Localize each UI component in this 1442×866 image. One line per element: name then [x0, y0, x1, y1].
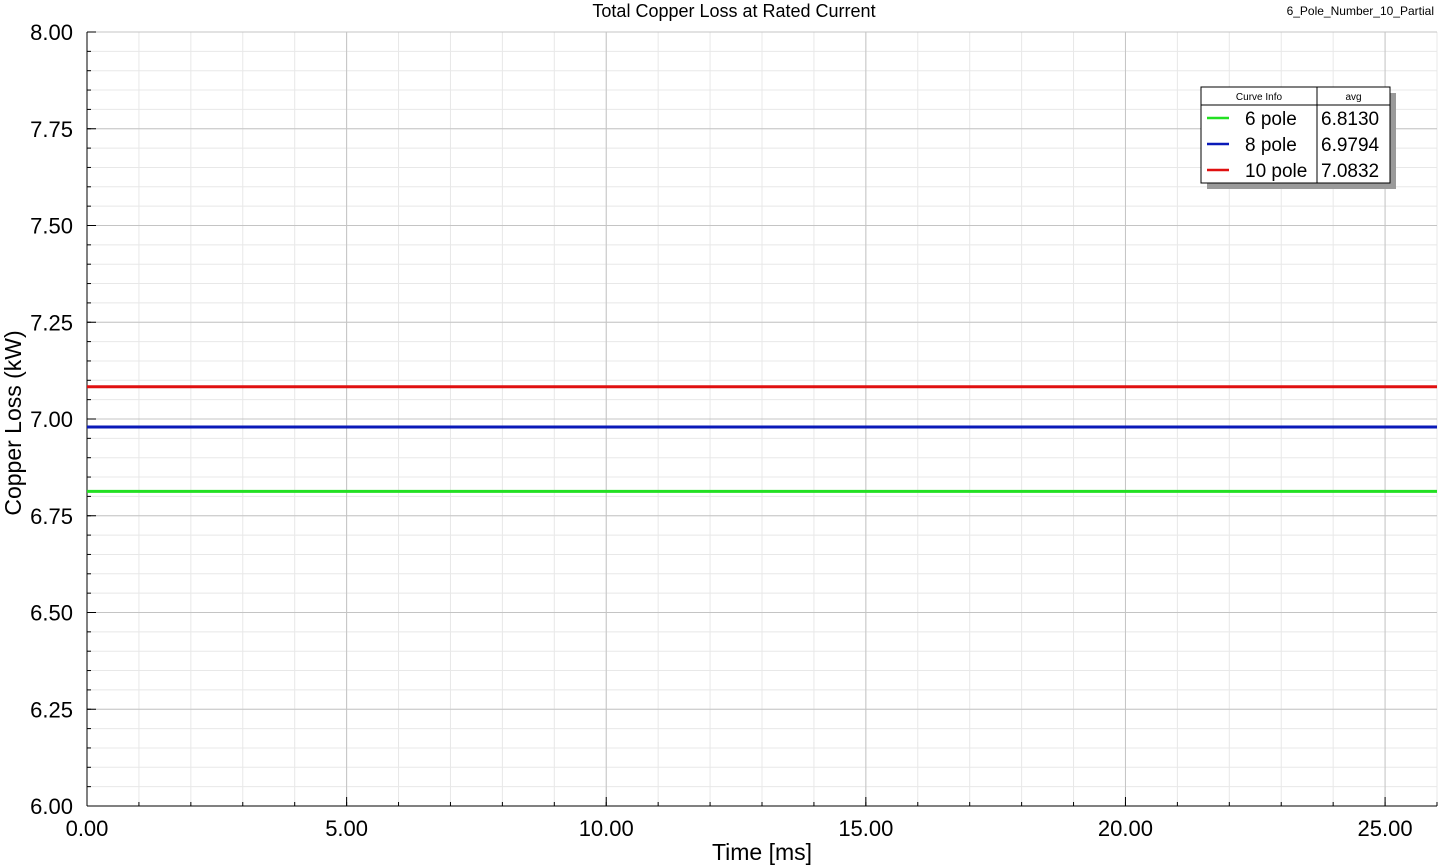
- y-tick-label: 7.00: [30, 407, 73, 432]
- y-tick-label: 6.75: [30, 504, 73, 529]
- x-tick-label: 0.00: [66, 816, 109, 841]
- legend-series-name: 8 pole: [1245, 135, 1297, 156]
- legend-series-name: 10 pole: [1245, 161, 1307, 182]
- y-tick-label: 7.50: [30, 214, 73, 239]
- chart-subtitle: 6_Pole_Number_10_Partial: [1287, 4, 1434, 18]
- legend: Curve Info avg 6 pole 6.8130 8 pole 6.9794 10 …: [1200, 86, 1396, 189]
- chart-title: Total Copper Loss at Rated Current: [592, 1, 875, 21]
- x-tick-label: 10.00: [579, 816, 634, 841]
- x-tick-label: 25.00: [1358, 816, 1413, 841]
- legend-header-avg: avg: [1345, 92, 1361, 103]
- y-tick-label: 7.25: [30, 310, 73, 335]
- y-tick-label: 8.00: [30, 20, 73, 45]
- legend-series-avg: 6.9794: [1321, 135, 1380, 156]
- axes: [86, 31, 1438, 807]
- y-tick-label: 6.50: [30, 601, 73, 626]
- legend-box: [1200, 86, 1391, 184]
- legend-series-avg: 7.0832: [1321, 161, 1379, 182]
- series-lines: [87, 385, 1437, 493]
- legend-series-name: 6 pole: [1245, 109, 1297, 130]
- x-tick-label: 20.00: [1098, 816, 1153, 841]
- y-tick-label: 7.75: [30, 117, 73, 142]
- legend-header-curve-info: Curve Info: [1236, 92, 1283, 103]
- x-tick-label: 5.00: [325, 816, 368, 841]
- y-tick-label: 6.25: [30, 697, 73, 722]
- x-tick-label: 15.00: [838, 816, 893, 841]
- x-axis-label: Time [ms]: [712, 839, 812, 865]
- y-axis-label: Copper Loss (kW): [0, 330, 26, 515]
- y-tick-label: 6.00: [30, 794, 73, 819]
- legend-series-avg: 6.8130: [1321, 109, 1379, 130]
- tick-labels: 0.00 5.00 10.00 15.00 20.00 25.00 6.00 6.25 6.50…: [30, 20, 1412, 841]
